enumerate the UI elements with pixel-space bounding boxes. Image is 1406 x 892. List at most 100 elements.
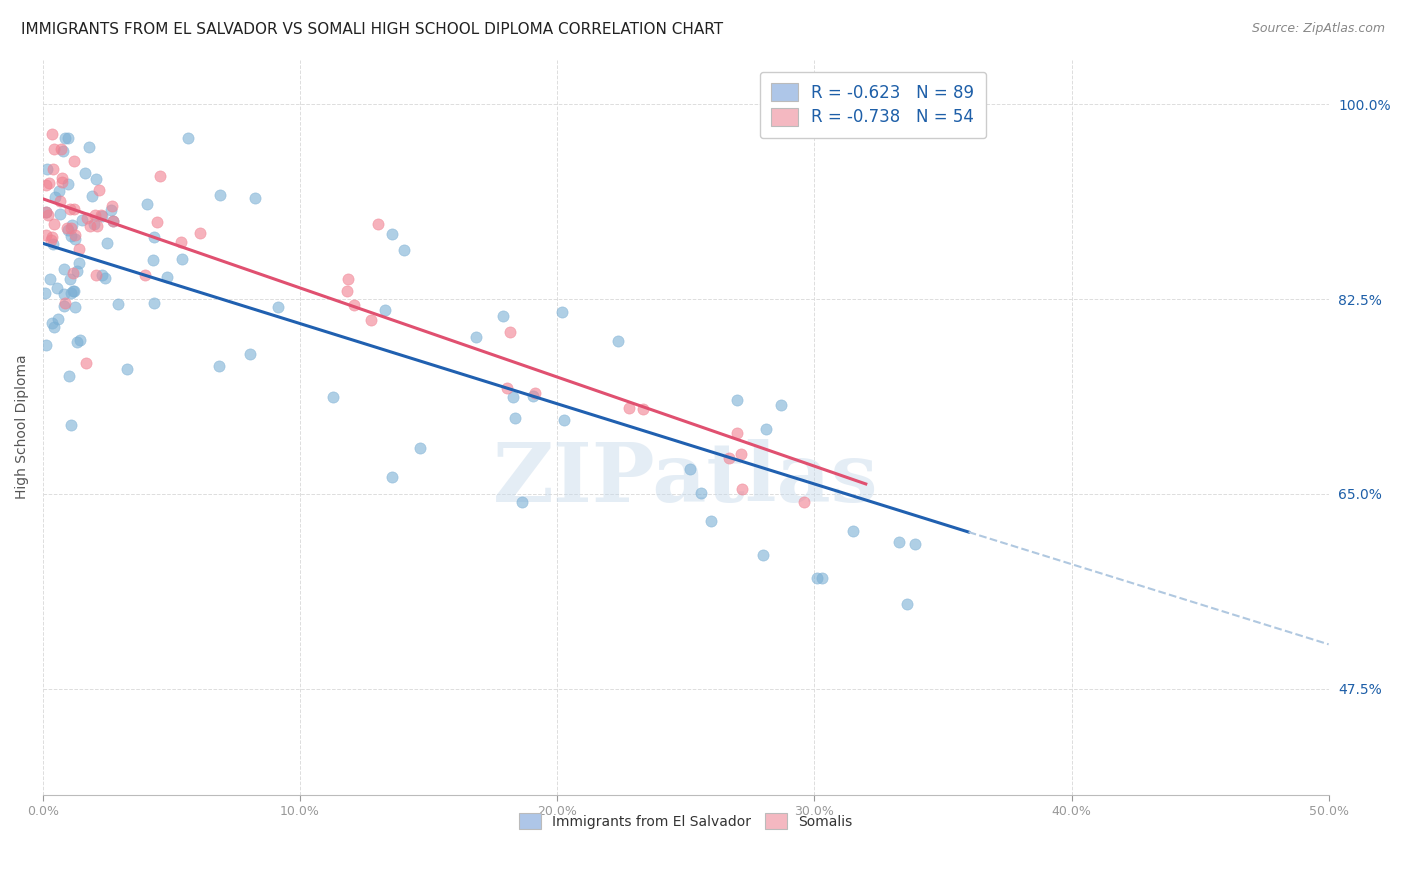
Point <box>496 380 519 394</box>
Point <box>62 284 84 298</box>
Point <box>53 130 76 145</box>
Point <box>42 237 65 252</box>
Point <box>42 320 65 334</box>
Point <box>717 450 740 465</box>
Point <box>502 390 524 404</box>
Point <box>510 495 533 509</box>
Point <box>49 194 72 208</box>
Point <box>46 280 69 294</box>
Point <box>904 537 927 551</box>
Point <box>367 217 389 231</box>
Point <box>35 178 58 192</box>
Point <box>208 359 231 373</box>
Point <box>62 266 84 280</box>
Point <box>134 268 156 282</box>
Point <box>83 218 105 232</box>
Point <box>142 296 165 310</box>
Point <box>465 330 488 344</box>
Point <box>58 369 80 384</box>
Text: IMMIGRANTS FROM EL SALVADOR VS SOMALI HIGH SCHOOL DIPLOMA CORRELATION CHART: IMMIGRANTS FROM EL SALVADOR VS SOMALI HI… <box>21 22 723 37</box>
Point <box>725 425 748 440</box>
Point <box>394 243 416 257</box>
Point <box>374 302 396 317</box>
Point <box>75 166 97 180</box>
Point <box>239 347 262 361</box>
Point <box>208 187 231 202</box>
Point <box>360 313 382 327</box>
Point <box>84 208 107 222</box>
Point <box>42 161 65 176</box>
Point <box>793 495 815 509</box>
Point <box>141 253 163 268</box>
Point <box>266 300 288 314</box>
Point <box>84 172 107 186</box>
Point <box>86 219 108 233</box>
Point <box>806 571 828 585</box>
Point <box>91 209 114 223</box>
Y-axis label: High School Diploma: High School Diploma <box>15 355 30 500</box>
Point <box>60 218 83 232</box>
Point <box>145 215 167 229</box>
Point <box>689 486 711 500</box>
Point <box>66 335 89 350</box>
Text: Source: ZipAtlas.com: Source: ZipAtlas.com <box>1251 22 1385 36</box>
Point <box>37 209 59 223</box>
Point <box>79 140 101 154</box>
Point <box>63 227 86 242</box>
Point <box>60 286 83 301</box>
Point <box>63 284 86 298</box>
Point <box>59 221 82 235</box>
Point <box>755 421 778 435</box>
Point <box>730 447 752 461</box>
Point <box>49 142 72 156</box>
Point <box>35 205 58 219</box>
Point <box>243 190 266 204</box>
Point <box>53 262 76 277</box>
Point <box>52 145 75 159</box>
Point <box>62 202 84 216</box>
Point <box>79 219 101 234</box>
Point <box>53 300 76 314</box>
Point <box>56 130 79 145</box>
Point <box>177 130 200 145</box>
Point <box>41 316 63 330</box>
Point <box>51 171 73 186</box>
Point <box>100 202 122 217</box>
Point <box>90 208 112 222</box>
Point <box>41 230 63 244</box>
Point <box>56 222 79 236</box>
Point <box>631 402 654 417</box>
Point <box>336 272 359 286</box>
Point <box>35 162 58 177</box>
Point <box>107 296 129 310</box>
Point <box>59 202 82 216</box>
Point <box>617 401 640 415</box>
Point <box>63 300 86 314</box>
Point <box>63 153 86 168</box>
Point <box>53 287 76 301</box>
Point <box>76 211 98 225</box>
Legend: Immigrants from El Salvador, Somalis: Immigrants from El Salvador, Somalis <box>512 806 859 836</box>
Point <box>59 418 82 433</box>
Text: ZIPatlas: ZIPatlas <box>494 439 879 518</box>
Point <box>35 204 58 219</box>
Point <box>503 410 526 425</box>
Point <box>34 285 56 300</box>
Point <box>41 127 63 141</box>
Point <box>44 142 66 156</box>
Point <box>35 227 58 242</box>
Point <box>58 272 80 286</box>
Point <box>381 470 404 484</box>
Point <box>842 524 865 539</box>
Point <box>56 221 79 235</box>
Point <box>100 199 122 213</box>
Point <box>38 177 60 191</box>
Point <box>551 305 574 319</box>
Point <box>322 390 344 404</box>
Point <box>524 386 547 401</box>
Point <box>59 229 82 244</box>
Point <box>67 256 90 270</box>
Point <box>135 197 157 211</box>
Point <box>343 298 366 312</box>
Point <box>700 514 723 528</box>
